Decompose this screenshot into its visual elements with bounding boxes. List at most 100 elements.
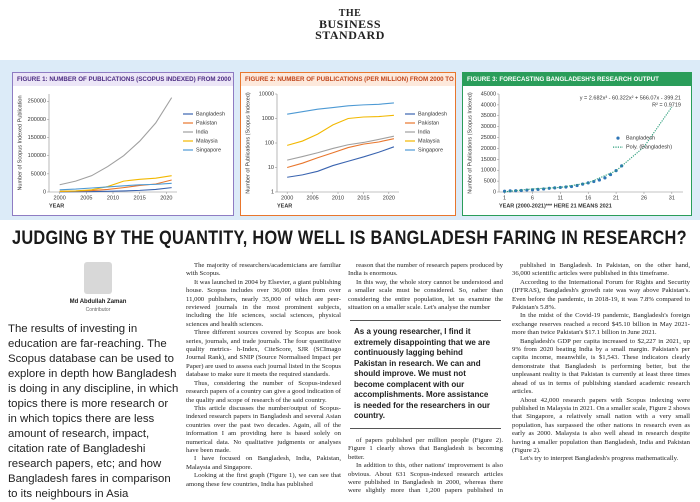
y-tick-label: 15000 bbox=[481, 157, 496, 163]
x-tick-label: 2020 bbox=[160, 195, 172, 201]
paragraph: About 42,000 research papers with Scopus… bbox=[512, 396, 690, 454]
author-role: Contributor bbox=[85, 307, 111, 313]
legend-label: Pakistan bbox=[196, 120, 217, 126]
legend-label: Bangladesh bbox=[626, 136, 655, 142]
x-tick-label: 2010 bbox=[332, 195, 344, 201]
x-tick-label: 21 bbox=[613, 195, 619, 201]
text-column: published in Bangladesh. In Pakistan, on… bbox=[512, 262, 690, 494]
y-tick-label: 1 bbox=[271, 189, 274, 195]
series-line bbox=[287, 138, 395, 169]
series-line bbox=[287, 135, 395, 161]
legend-label: India bbox=[196, 129, 209, 135]
y-tick-label: 40000 bbox=[481, 102, 496, 108]
y-tick-label: 10000 bbox=[259, 91, 274, 97]
text-column: reason that the number of research paper… bbox=[348, 262, 503, 494]
x-tick-label: 31 bbox=[669, 195, 675, 201]
legend-label: Pakistan bbox=[418, 120, 439, 126]
y-tick-label: 0 bbox=[493, 189, 496, 195]
y-tick-label: 35000 bbox=[481, 113, 496, 119]
y-tick-label: 50000 bbox=[31, 171, 46, 177]
paragraph: The majority of researchers/academicians… bbox=[186, 262, 341, 278]
figure-panel: FIGURE 1: NUMBER OF PUBLICATIONS (SCOPUS… bbox=[12, 72, 234, 216]
figure-title: FIGURE 1: NUMBER OF PUBLICATIONS (SCOPUS… bbox=[13, 73, 233, 86]
x-tick-label: 2000 bbox=[281, 195, 293, 201]
x-tick-label: 2015 bbox=[134, 195, 146, 201]
figure-title: FIGURE 3: FORECASTING BANGLADESH'S RESEA… bbox=[463, 73, 691, 86]
y-tick-label: 45000 bbox=[481, 91, 496, 97]
legend-label: Singapore bbox=[418, 147, 443, 153]
y-tick-label: 150000 bbox=[28, 135, 46, 141]
series-line bbox=[59, 187, 172, 193]
paragraph: This article discusses the number/output… bbox=[186, 404, 341, 454]
masthead-line: STANDARD bbox=[315, 28, 385, 42]
lede: The results of investing in education ar… bbox=[8, 323, 179, 500]
pull-quote: As a young researcher, I find it extreme… bbox=[350, 320, 501, 429]
y-tick-label: 250000 bbox=[28, 99, 46, 105]
y-tick-label: 200000 bbox=[28, 117, 46, 123]
paragraph: I have focused on Bangladesh, India, Pak… bbox=[186, 455, 341, 471]
y-axis-label: Number of Scopus Indexed Publication bbox=[17, 95, 23, 190]
x-tick-label: 11 bbox=[557, 195, 563, 201]
y-tick-label: 100 bbox=[265, 140, 274, 146]
data-point bbox=[608, 172, 613, 177]
figure-panel: FIGURE 3: FORECASTING BANGLADESH'S RESEA… bbox=[462, 72, 692, 216]
x-tick-label: 2010 bbox=[107, 195, 119, 201]
paragraph: According to the International Forum for… bbox=[512, 278, 690, 312]
x-tick-label: 2015 bbox=[357, 195, 369, 201]
series-line bbox=[287, 102, 394, 115]
paragraph: It was launched in 2004 by Elsevier, a g… bbox=[186, 278, 341, 328]
y-tick-label: 20000 bbox=[481, 146, 496, 152]
legend-label: Malaysia bbox=[418, 138, 441, 144]
data-point bbox=[514, 189, 518, 193]
paragraph: Thus, considering the number of Scopus-i… bbox=[186, 379, 341, 404]
paragraph: Bangladesh's GDP per capita increased to… bbox=[512, 337, 690, 396]
paragraph: Looking at the first graph (Figure 1), w… bbox=[186, 472, 341, 488]
paragraph: In this way, the whole story cannot be u… bbox=[348, 278, 503, 312]
series-line bbox=[287, 146, 395, 178]
trend-r-squared: R² = 0.9719 bbox=[652, 102, 681, 108]
x-tick-label: 1 bbox=[503, 195, 506, 201]
y-tick-label: 0 bbox=[43, 189, 46, 195]
series-line bbox=[59, 175, 172, 192]
paragraph: In the midst of the Covid-19 pandemic, B… bbox=[512, 312, 690, 337]
y-tick-label: 1000 bbox=[262, 116, 274, 122]
paragraph: Let's try to interpret Bangladesh's prog… bbox=[520, 455, 679, 463]
y-tick-label: 10 bbox=[268, 165, 274, 171]
chart: 1 10 100 1000 10000 2000 2005 2010 2015 2020 Numbe… bbox=[245, 91, 447, 209]
y-axis-label: Number of Publications (Scopus Indexed) bbox=[245, 92, 251, 194]
legend-label: Bangladesh bbox=[196, 111, 225, 117]
x-axis-label: YEAR bbox=[49, 203, 64, 209]
y-tick-label: 25000 bbox=[481, 135, 496, 141]
x-tick-label: 16 bbox=[585, 195, 591, 201]
series-line bbox=[504, 106, 673, 193]
legend-label: Poly. (Bangladesh) bbox=[626, 145, 672, 151]
series-line bbox=[59, 97, 173, 186]
legend-label: Malaysia bbox=[196, 138, 219, 144]
x-tick-label: 2005 bbox=[80, 195, 92, 201]
text-column: The majority of researchers/academicians… bbox=[186, 262, 341, 494]
paragraph: published in Bangladesh. In Pakistan, on… bbox=[512, 262, 690, 278]
y-tick-label: 30000 bbox=[481, 124, 496, 130]
author-photo bbox=[84, 262, 112, 294]
chart: 0 5000 10000 15000 20000 25000 30000 35000 40000… bbox=[467, 91, 683, 209]
legend-label: Singapore bbox=[196, 147, 221, 153]
x-tick-label: 26 bbox=[641, 195, 647, 201]
series-line bbox=[287, 114, 394, 146]
paragraph: Three different sources covered by Scopu… bbox=[186, 329, 341, 379]
paragraph: reason that the number of research paper… bbox=[348, 262, 503, 278]
headline: JUDGING BY THE QUANTITY, HOW WELL IS BAN… bbox=[12, 228, 687, 249]
author-name: Md Abdullah Zaman bbox=[69, 299, 127, 305]
legend-label: Bangladesh bbox=[418, 111, 447, 117]
figure-panel: FIGURE 2: NUMBER OF PUBLICATIONS (PER MI… bbox=[240, 72, 456, 216]
y-tick-label: 5000 bbox=[484, 179, 496, 185]
legend-swatch bbox=[616, 136, 620, 140]
x-tick-label: 2005 bbox=[306, 195, 318, 201]
y-axis-label: Number of Publications (Scopus Indexed) bbox=[467, 92, 473, 194]
x-tick-label: 6 bbox=[531, 195, 534, 201]
data-point bbox=[553, 186, 557, 190]
y-tick-label: 10000 bbox=[481, 168, 496, 174]
trend-equation: y = 2.682x³ - 60.322x² + 566.07x - 399.2… bbox=[580, 95, 681, 101]
data-point bbox=[547, 186, 551, 190]
y-tick-label: 100000 bbox=[28, 153, 46, 159]
